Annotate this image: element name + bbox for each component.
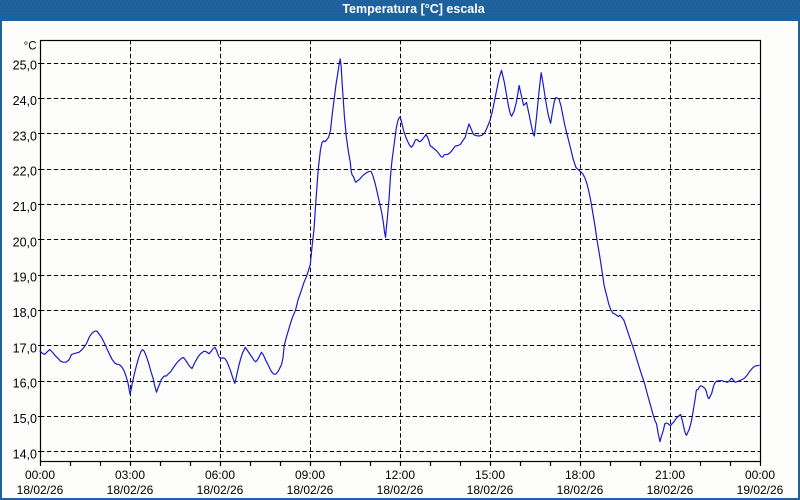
svg-text:16,0: 16,0: [13, 377, 37, 391]
svg-text:23,0: 23,0: [13, 129, 37, 143]
svg-text:18/02/26: 18/02/26: [197, 483, 244, 497]
svg-text:18/02/26: 18/02/26: [287, 483, 334, 497]
svg-text:19,0: 19,0: [13, 271, 37, 285]
svg-text:03:00: 03:00: [115, 468, 145, 482]
svg-text:06:00: 06:00: [205, 468, 235, 482]
svg-text:24,0: 24,0: [13, 94, 37, 108]
svg-text:00:00: 00:00: [25, 468, 55, 482]
svg-text:°C: °C: [24, 41, 37, 53]
svg-text:21:00: 21:00: [655, 468, 685, 482]
svg-text:00:00: 00:00: [745, 468, 775, 482]
svg-text:12:00: 12:00: [385, 468, 415, 482]
svg-text:18,0: 18,0: [13, 306, 37, 320]
svg-text:18/02/26: 18/02/26: [557, 483, 604, 497]
svg-text:15,0: 15,0: [13, 412, 37, 426]
svg-text:25,0: 25,0: [13, 59, 37, 73]
svg-text:09:00: 09:00: [295, 468, 325, 482]
svg-text:21,0: 21,0: [13, 200, 37, 214]
svg-text:18/02/26: 18/02/26: [17, 483, 64, 497]
svg-text:18/02/26: 18/02/26: [377, 483, 424, 497]
svg-text:20,0: 20,0: [13, 235, 37, 249]
svg-text:15:00: 15:00: [475, 468, 505, 482]
svg-text:18:00: 18:00: [565, 468, 595, 482]
svg-text:19/02/26: 19/02/26: [737, 483, 784, 497]
svg-text:14,0: 14,0: [13, 447, 37, 461]
svg-text:17,0: 17,0: [13, 341, 37, 355]
svg-text:22,0: 22,0: [13, 165, 37, 179]
svg-text:18/02/26: 18/02/26: [647, 483, 694, 497]
svg-text:18/02/26: 18/02/26: [467, 483, 514, 497]
svg-text:18/02/26: 18/02/26: [107, 483, 154, 497]
